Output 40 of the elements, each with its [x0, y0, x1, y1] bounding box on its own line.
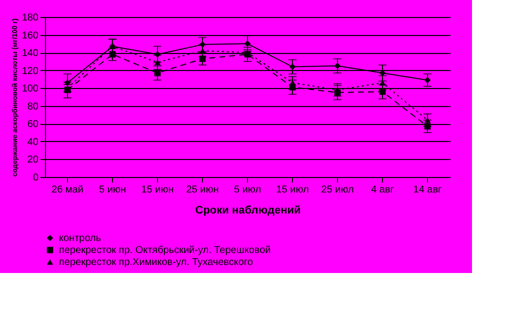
point	[154, 51, 161, 58]
point	[424, 123, 431, 130]
point	[154, 70, 161, 76]
x-axis-title: Сроки наблюдений	[195, 204, 301, 216]
point	[64, 80, 71, 86]
point	[199, 48, 206, 54]
x-tick-label: 4 авг	[371, 184, 394, 196]
y-tick-label: 20	[27, 154, 39, 166]
x-tick-label: 25 июн	[186, 184, 219, 196]
y-tick-label: 60	[27, 119, 39, 130]
y-tick-label: 160	[22, 30, 39, 42]
x-tick-label: 5 июл	[234, 184, 262, 196]
legend-label: перекресток пр. Октябрьский-ул. Терешковой	[59, 245, 271, 256]
x-tick-label: 5 июн	[99, 184, 126, 196]
x-tick-label: 26 май	[52, 184, 84, 196]
point	[379, 80, 386, 86]
point	[289, 80, 296, 86]
y-tick-label: 120	[22, 66, 39, 77]
legend-label: контроль	[59, 233, 102, 244]
point	[424, 117, 431, 123]
point	[199, 41, 206, 48]
y-tick-label: 140	[22, 48, 39, 60]
point	[424, 76, 431, 84]
legend-label: перекресток пр.Химиков-ул. Тухачевского	[59, 257, 254, 268]
point	[289, 64, 296, 70]
y-tick-label: 180	[22, 12, 39, 24]
point	[199, 56, 206, 62]
point	[154, 60, 161, 66]
y-tick-label: 40	[27, 136, 39, 148]
x-tick-label: 15 июн	[141, 184, 174, 196]
x-tick-label: 14 авг	[413, 184, 442, 196]
x-tick-label: 25 июл	[321, 184, 354, 196]
point	[109, 51, 116, 58]
x-tick-label: 15 июл	[276, 184, 309, 196]
point	[334, 62, 341, 70]
y-tick-label: 80	[27, 101, 39, 112]
y-tick-label: 100	[22, 84, 39, 95]
point	[244, 40, 251, 47]
point	[379, 88, 386, 95]
y-tick-label: 0	[32, 172, 39, 184]
